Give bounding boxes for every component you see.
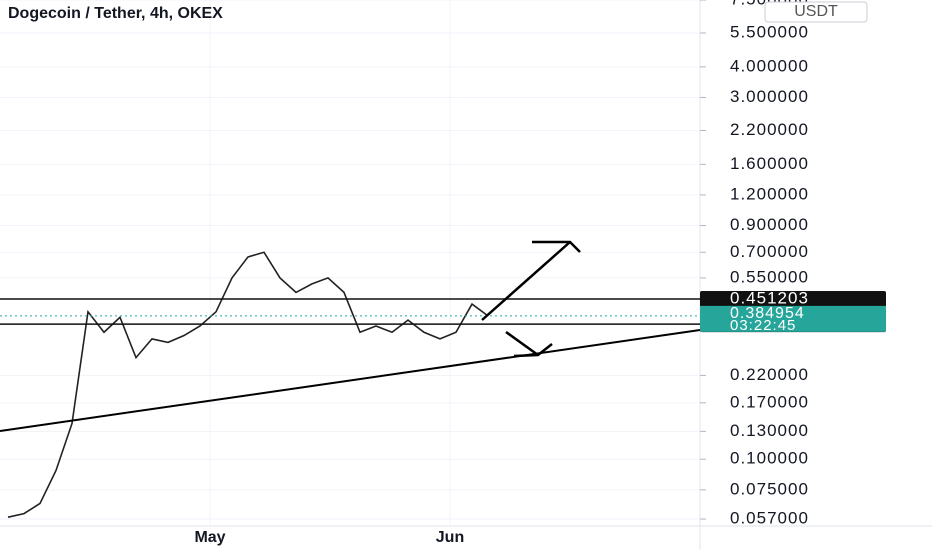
y-tick-label: 0.075000 [730, 479, 809, 498]
price-axis: 7.5000005.5000004.0000003.0000002.200000… [194, 0, 886, 546]
level-label: 0.451203 [730, 288, 809, 307]
x-tick-label: May [194, 529, 225, 546]
last-price-label: 0.384954 [730, 305, 805, 322]
y-tick-label: 0.220000 [730, 365, 809, 384]
y-tick-label: 0.100000 [730, 449, 809, 468]
arrow-down-head [513, 343, 553, 358]
y-tick-label: 0.130000 [730, 421, 809, 440]
y-tick-label: 0.700000 [730, 242, 809, 261]
y-tick-label: 0.900000 [730, 215, 809, 234]
currency-label[interactable]: USDT [794, 3, 838, 20]
trendline [0, 329, 701, 432]
y-tick-label: 0.170000 [730, 392, 809, 411]
grid [0, 0, 700, 525]
chart-title: Dogecoin / Tether, 4h, OKEX [8, 5, 223, 22]
y-tick-label: 0.057000 [730, 509, 809, 528]
plot [0, 251, 700, 518]
y-tick-label: 1.600000 [730, 154, 809, 173]
y-tick-label: 2.200000 [730, 120, 809, 139]
y-tick-label: 5.500000 [730, 22, 809, 41]
last-price-badge [700, 305, 886, 332]
y-tick-label: 3.000000 [730, 87, 809, 106]
arrow-down [505, 330, 539, 357]
arrow-up [481, 241, 571, 321]
currency-badge[interactable] [764, 1, 868, 23]
arrow-up-head [532, 240, 581, 253]
level-badge [700, 290, 886, 307]
y-tick-label: 0.550000 [730, 267, 809, 286]
y-tick-label: 1.200000 [730, 184, 809, 203]
x-tick-label: Jun [436, 529, 464, 546]
countdown: 03:22:45 [730, 317, 796, 334]
y-tick-label: 4.000000 [730, 56, 809, 75]
price-line [7, 251, 489, 518]
